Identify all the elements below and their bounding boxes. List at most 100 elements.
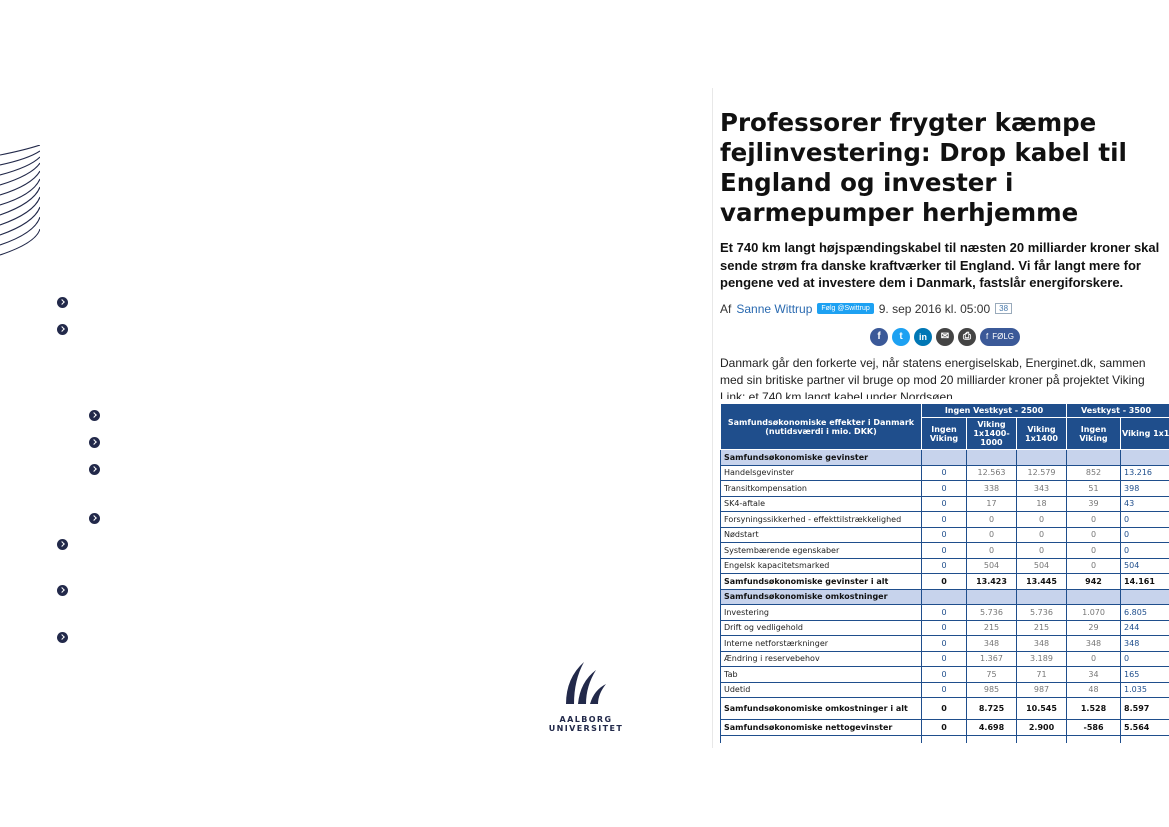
table-cell [1015,449,1068,466]
row-label: Investering [720,604,922,621]
facebook-follow-button[interactable]: f FØLG [980,327,1021,346]
table-cell: 0 [1015,542,1068,559]
table-cell: 1.070 [1066,604,1122,621]
table-cell: 8.597 [1120,697,1169,720]
table-cell: 29 [1066,619,1122,636]
table-cell [1120,588,1169,605]
table-body: Samfundsøkonomiske gevinster Handelsgevin… [720,449,1169,743]
table-cell: 10.545 [1015,697,1068,720]
table-cell: 348 [966,635,1017,652]
row-label: Samfundsøkonomiske gevinster [720,449,922,466]
facebook-icon[interactable]: f [870,327,888,346]
table-cell: 398 [1120,480,1169,497]
article-headline: Professorer frygter kæmpe fejlinvesterin… [720,108,1127,227]
table-cell: 0 [921,464,967,481]
table-row: Samfundsøkonomiske nettogevinster 0 4.698 2… [720,719,1169,736]
row-label: Engelsk kapacitetsmarked [720,557,922,574]
bullet-marker [57,324,68,335]
table-cell: 75 [966,666,1017,683]
table-cell: 0 [921,681,967,698]
table-cell: 348 [1120,635,1169,652]
sub-bullet-marker [89,464,100,475]
table-cell [966,449,1017,466]
author-link[interactable]: Sanne Wittrup [736,301,813,316]
row-label: Systembærende egenskaber [720,542,922,559]
table-cell: 985 [966,681,1017,698]
table-cell: 0 [1120,542,1169,559]
table-cell [921,449,967,466]
row-label: Samfundsøkonomiske omkostninger [720,588,922,605]
group-header: Vestkyst - 3500 [1066,403,1169,418]
row-label: Samfundsøkonomiske omkostninger i alt [720,697,922,720]
table-row: Forsyningssikkerhed - effekttilstrækkeli… [720,511,1169,528]
table-cell: 13.423 [966,573,1017,590]
table-cell: 48 [1066,681,1122,698]
table-cell: 244 [1120,619,1169,636]
table-cell: 0 [921,511,967,528]
twitter-follow-button[interactable]: Følg @Swittrup [817,303,874,314]
bullet-marker [57,539,68,550]
table-cell: 14.161 [1120,573,1169,590]
economic-effects-table: Samfundsøkonomiske effekter i Danmark (n… [720,403,1169,743]
table-cell: 3.189 [1015,650,1068,667]
table-cell: 987 [1015,681,1068,698]
table-row: Samfundsøkonomiske nettogevinster med ne… [720,734,1169,743]
news-article: Professorer frygter kæmpe fejlinvesterin… [720,108,1169,399]
table-cell: 215 [966,619,1017,636]
university-logo: AALBORG UNIVERSITET [522,660,650,733]
table-row: Samfundsøkonomiske gevinster i alt 0 13.42… [720,573,1169,590]
table-cell: 12.579 [1015,464,1068,481]
table-row: Udetid 0 985 987 48 1.035 [720,681,1169,698]
comment-count[interactable]: 38 [995,303,1013,314]
sub-bullet-marker [89,437,100,448]
table-row: Engelsk kapacitetsmarked 0 504 504 0 504 [720,557,1169,574]
facebook-icon: f [986,332,989,341]
table-cell: 18 [1015,495,1068,512]
row-label: Udetid [720,681,922,698]
row-label: Drift og vedligehold [720,619,922,636]
table-cell: 1.035 [1120,681,1169,698]
decorative-lines [0,145,40,256]
linkedin-icon[interactable]: in [914,327,932,346]
column-header: Viking 1x1400 [1120,417,1169,450]
logo-emblem-icon [566,662,606,704]
table-cell: 942 [1066,573,1122,590]
table-cell: 1.528 [1066,697,1122,720]
email-icon[interactable]: ✉ [936,327,954,346]
table-cell: 5.564 [1120,719,1169,736]
twitter-icon[interactable]: t [892,327,910,346]
bullet-marker [57,585,68,596]
table-cell [1066,588,1122,605]
row-label: Samfundsøkonomiske nettogevinster med ne… [720,734,922,743]
table-cell: 0 [921,666,967,683]
table-cell: 338 [966,480,1017,497]
table-row: Investering 0 5.736 5.736 1.070 6.805 [720,604,1169,621]
table-cell: 13.216 [1120,464,1169,481]
table-cell: 0 [1066,526,1122,543]
logo-text: AALBORG UNIVERSITET [548,715,624,733]
table-cell: 4.698 [966,719,1017,736]
table-row: Nødstart 0 0 0 0 0 [720,526,1169,543]
table-cell: 0 [921,557,967,574]
table-cell: 165 [1120,666,1169,683]
row-label: Samfundsøkonomiske gevinster i alt [720,573,922,590]
table-cell: 0 [1120,526,1169,543]
table-cell: 5.736 [1015,604,1068,621]
table-cell: 2.900 [1015,719,1068,736]
bullet-marker [57,632,68,643]
print-icon[interactable]: ⎙ [958,327,976,346]
table-cell: -586 [1066,719,1122,736]
table-row: Ændring i reservebehov 0 1.367 3.189 0 0 [720,650,1169,667]
table-cell: 0 [921,697,967,720]
table-cell: 39 [1066,495,1122,512]
table-cell: 0 [1066,542,1122,559]
row-label: Nødstart [720,526,922,543]
table-cell: 0 [966,511,1017,528]
table-cell: 0 [921,650,967,667]
table-cell: 504 [966,557,1017,574]
column-divider [712,88,713,748]
table-cell: 51 [1066,480,1122,497]
table-cell: 0 [1120,511,1169,528]
table-cell: 0 [921,573,967,590]
table-cell: 71 [1015,666,1068,683]
